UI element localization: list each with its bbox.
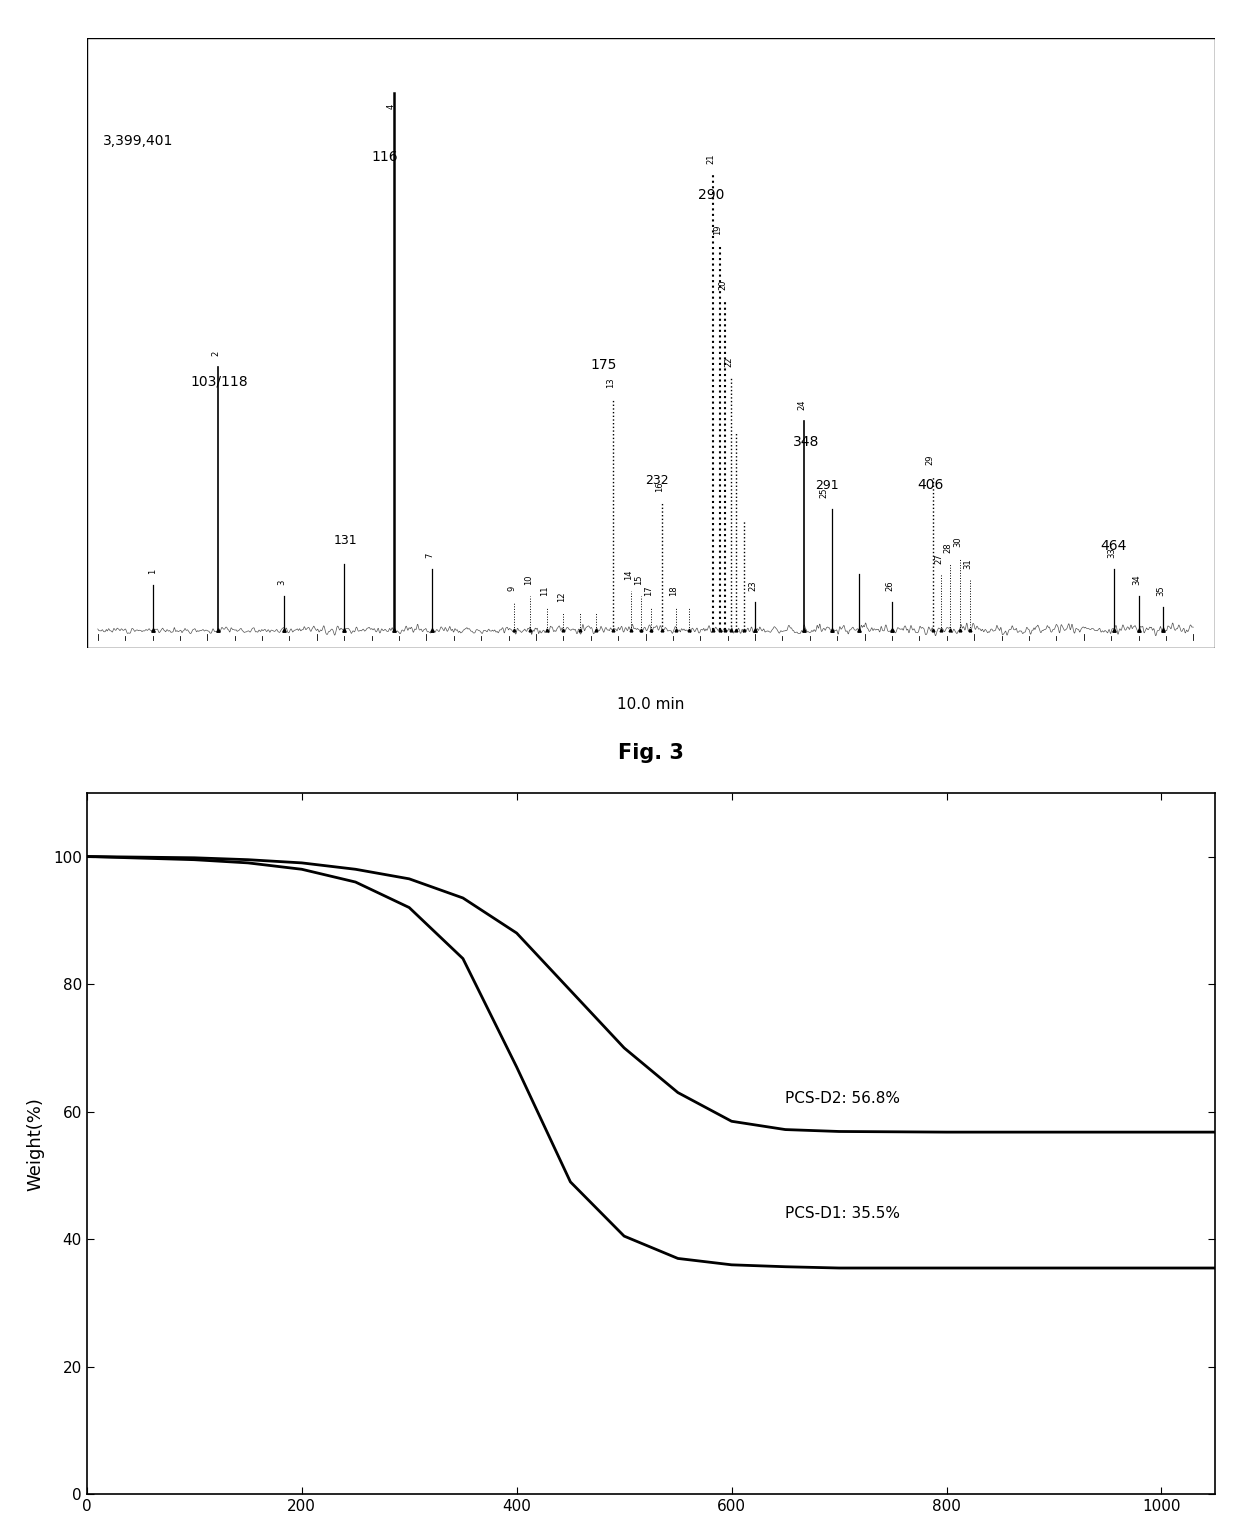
Text: 3: 3 bbox=[278, 580, 286, 586]
Text: 290: 290 bbox=[698, 188, 724, 203]
Text: 103/118: 103/118 bbox=[191, 375, 248, 389]
Text: 9: 9 bbox=[507, 586, 516, 590]
Text: 131: 131 bbox=[334, 534, 357, 547]
Text: 232: 232 bbox=[646, 474, 670, 486]
Text: 26: 26 bbox=[885, 581, 894, 590]
Text: Fig. 3: Fig. 3 bbox=[618, 743, 684, 762]
Text: 18: 18 bbox=[670, 586, 678, 596]
Text: 15: 15 bbox=[635, 575, 644, 586]
Text: 16: 16 bbox=[655, 482, 665, 493]
Text: 23: 23 bbox=[749, 581, 758, 590]
Text: 4: 4 bbox=[387, 104, 396, 110]
Text: 22: 22 bbox=[724, 355, 733, 366]
Text: 33: 33 bbox=[1107, 547, 1117, 558]
Text: 34: 34 bbox=[1132, 575, 1141, 586]
Text: 3,399,401: 3,399,401 bbox=[103, 134, 174, 148]
Y-axis label: Weight(%): Weight(%) bbox=[27, 1096, 45, 1191]
Text: 175: 175 bbox=[590, 358, 618, 372]
Text: PCS-D1: 35.5%: PCS-D1: 35.5% bbox=[785, 1206, 900, 1222]
Text: 10.0 min: 10.0 min bbox=[618, 697, 684, 712]
Text: 13: 13 bbox=[606, 378, 615, 389]
Text: 12: 12 bbox=[557, 592, 565, 602]
Text: 2: 2 bbox=[212, 351, 221, 355]
Text: 31: 31 bbox=[963, 558, 972, 569]
Text: 28: 28 bbox=[944, 541, 952, 552]
Text: 21: 21 bbox=[707, 154, 715, 165]
Text: 348: 348 bbox=[794, 435, 820, 448]
Text: 20: 20 bbox=[719, 279, 728, 290]
Text: 25: 25 bbox=[820, 488, 828, 497]
Text: 406: 406 bbox=[918, 479, 944, 493]
Text: 35: 35 bbox=[1156, 586, 1164, 596]
Text: 7: 7 bbox=[425, 552, 434, 558]
Text: 1: 1 bbox=[148, 569, 157, 575]
Text: 10: 10 bbox=[523, 575, 533, 586]
Text: 19: 19 bbox=[713, 224, 723, 235]
Text: PCS-D2: 56.8%: PCS-D2: 56.8% bbox=[785, 1092, 900, 1107]
Text: 291: 291 bbox=[816, 479, 839, 493]
Text: 116: 116 bbox=[372, 149, 398, 165]
Text: 17: 17 bbox=[645, 586, 653, 596]
Text: 30: 30 bbox=[954, 537, 962, 547]
Text: 29: 29 bbox=[926, 454, 935, 465]
Text: 464: 464 bbox=[1100, 538, 1127, 552]
Text: 14: 14 bbox=[625, 569, 634, 580]
Text: 11: 11 bbox=[541, 586, 549, 596]
Text: 27: 27 bbox=[935, 554, 944, 564]
Text: 24: 24 bbox=[797, 400, 807, 410]
